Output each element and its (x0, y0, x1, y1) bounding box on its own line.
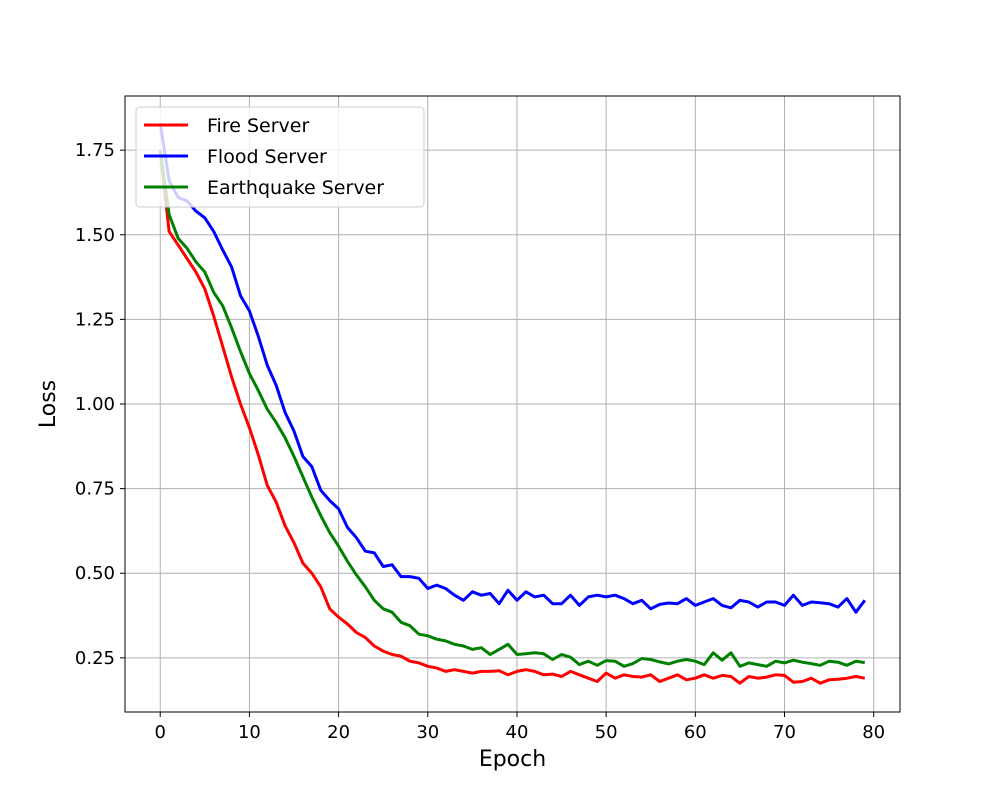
x-tick-label: 30 (416, 722, 439, 743)
series-line-flood-server (158, 122, 867, 614)
x-axis-title: Epoch (479, 747, 546, 772)
x-tick-label: 70 (773, 722, 796, 743)
legend-label: Flood Server (207, 146, 327, 168)
y-tick-label: 0.50 (75, 563, 115, 584)
x-tick-label: 0 (155, 722, 166, 743)
x-tick-label: 50 (595, 722, 618, 743)
y-tick-label: 1.00 (75, 394, 115, 415)
legend: Fire Server Flood Server Earthquake Server (135, 106, 425, 208)
grid (125, 96, 900, 712)
x-axis-ticks: 0 10 20 30 40 50 60 70 80 (155, 712, 885, 743)
legend-label: Earthquake Server (207, 177, 384, 199)
legend-box (135, 106, 425, 208)
x-tick-label: 20 (327, 722, 350, 743)
x-tick-label: 80 (862, 722, 885, 743)
y-tick-label: 1.75 (75, 140, 115, 161)
series-line-earthquake-server (158, 149, 866, 668)
series-lines (158, 122, 867, 685)
y-tick-label: 0.25 (75, 648, 115, 669)
x-tick-label: 40 (506, 722, 529, 743)
y-tick-label: 0.75 (75, 479, 115, 500)
legend-label: Fire Server (207, 115, 309, 137)
x-tick-label: 10 (238, 722, 261, 743)
y-axis-title: Loss (36, 380, 61, 428)
y-axis-ticks: 0.25 0.50 0.75 1.00 1.25 1.50 1.75 (75, 140, 125, 669)
x-tick-label: 60 (684, 722, 707, 743)
y-tick-label: 1.25 (75, 309, 115, 330)
series-line-fire-server (158, 150, 866, 685)
y-tick-label: 1.50 (75, 225, 115, 246)
